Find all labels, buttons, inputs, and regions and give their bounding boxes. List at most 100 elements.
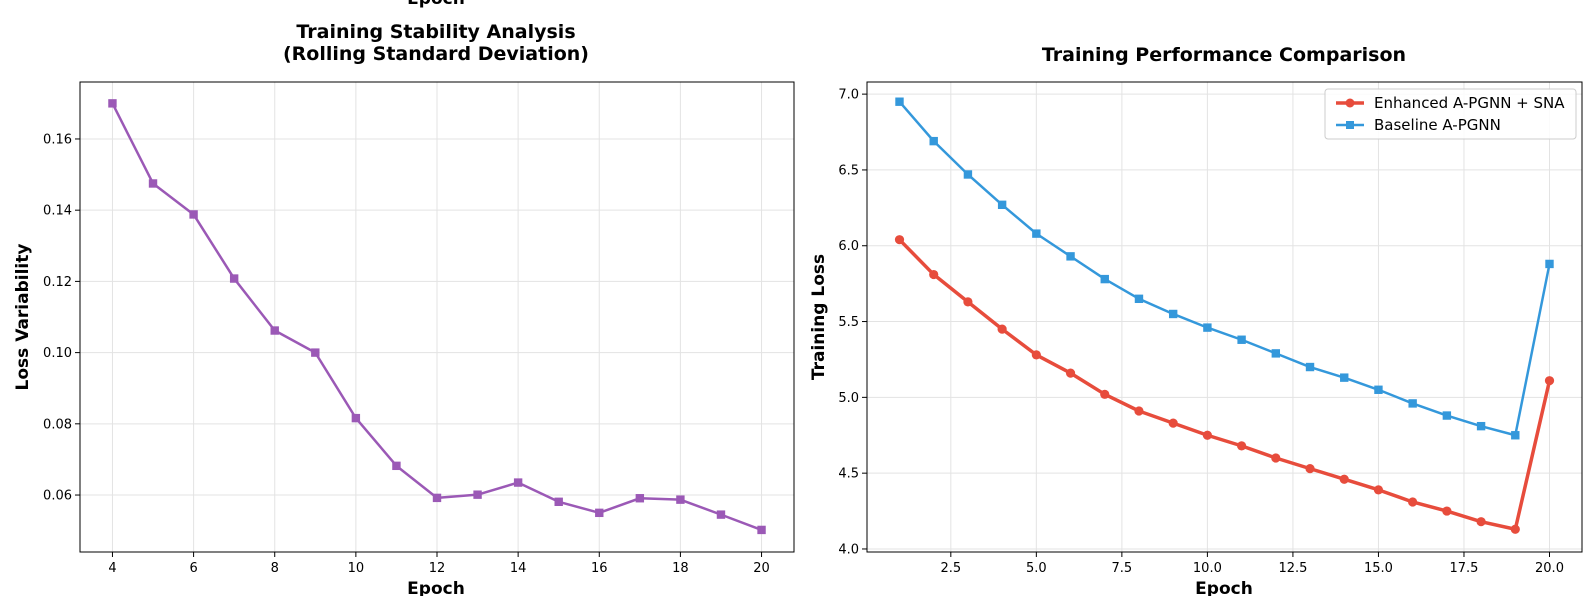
x-tick-label: 10.0 bbox=[1193, 561, 1222, 576]
legend-label-enhanced: Enhanced A-PGNN + SNA bbox=[1374, 94, 1565, 112]
data-point bbox=[1408, 399, 1417, 408]
data-point bbox=[1271, 453, 1281, 463]
data-point bbox=[895, 97, 904, 106]
data-point bbox=[1510, 524, 1520, 534]
y-tick-label: 0.10 bbox=[43, 346, 72, 361]
data-point bbox=[1544, 376, 1555, 386]
data-point bbox=[997, 324, 1007, 334]
data-point bbox=[1271, 349, 1281, 358]
cropped-top-label: Epoch bbox=[407, 0, 465, 9]
data-point bbox=[1340, 373, 1349, 382]
data-point bbox=[229, 274, 239, 283]
y-tick-label: 4.5 bbox=[838, 467, 859, 482]
data-point bbox=[108, 99, 117, 108]
data-point bbox=[963, 170, 973, 179]
x-tick-label: 2.5 bbox=[940, 561, 961, 576]
data-point bbox=[432, 493, 442, 503]
series-line-1 bbox=[897, 237, 1552, 532]
data-point bbox=[929, 136, 938, 146]
data-point bbox=[1374, 385, 1383, 394]
data-point bbox=[676, 495, 685, 504]
x-tick-label: 12 bbox=[429, 561, 446, 576]
y-tick-label: 6.0 bbox=[838, 239, 859, 254]
y-tick-label: 0.14 bbox=[43, 204, 72, 219]
data-point bbox=[1476, 421, 1486, 431]
data-point bbox=[1442, 411, 1452, 420]
data-point bbox=[1168, 418, 1178, 428]
chart-title-line-1: Training Stability Analysis bbox=[296, 21, 575, 43]
data-point bbox=[1339, 474, 1349, 484]
y-tick-label: 5.5 bbox=[838, 315, 859, 330]
x-tick-label: 4 bbox=[108, 561, 116, 576]
data-point bbox=[270, 326, 279, 335]
data-point bbox=[1545, 259, 1554, 269]
plot-area-frame bbox=[866, 81, 1583, 553]
y-tick-label: 5.0 bbox=[838, 391, 859, 406]
x-axis-label: Epoch bbox=[1195, 579, 1253, 596]
data-point bbox=[929, 269, 939, 280]
data-point bbox=[1032, 229, 1041, 238]
chart-title: Training Performance Comparison bbox=[1042, 44, 1406, 66]
data-point bbox=[1442, 506, 1452, 516]
data-point bbox=[716, 510, 726, 519]
y-tick-label: 7.0 bbox=[838, 88, 859, 103]
chart-title-line-2: (Rolling Standard Deviation) bbox=[283, 43, 589, 65]
x-tick-label: 16 bbox=[591, 561, 608, 576]
x-tick-label: 18 bbox=[672, 561, 689, 576]
x-axis-label: Epoch bbox=[407, 579, 465, 596]
data-point bbox=[351, 413, 361, 423]
data-point bbox=[473, 490, 482, 499]
data-point bbox=[595, 508, 604, 518]
data-point bbox=[1237, 335, 1246, 344]
data-point bbox=[1373, 485, 1384, 495]
data-point bbox=[963, 297, 973, 307]
data-point bbox=[1237, 441, 1247, 451]
y-axis-label: Loss Variability bbox=[13, 244, 33, 391]
data-point bbox=[1203, 323, 1212, 332]
data-point bbox=[1476, 517, 1486, 527]
y-tick-label: 6.5 bbox=[838, 163, 859, 178]
data-point bbox=[1305, 362, 1315, 372]
data-point bbox=[1065, 368, 1076, 378]
data-point bbox=[1168, 309, 1178, 319]
data-point bbox=[757, 525, 766, 535]
data-point bbox=[189, 210, 198, 219]
series-line-2 bbox=[898, 100, 1551, 437]
x-tick-label: 20 bbox=[753, 561, 770, 576]
data-point bbox=[894, 235, 905, 245]
data-point bbox=[997, 200, 1007, 210]
grid bbox=[80, 82, 794, 552]
data-point bbox=[554, 497, 563, 506]
y-tick-label: 0.08 bbox=[43, 417, 72, 432]
data-point bbox=[1202, 430, 1212, 440]
legend-box bbox=[1324, 88, 1577, 140]
y-axis-ticks: 0.06 0.08 0.10 0.12 0.14 0.16 bbox=[43, 132, 80, 504]
data-point bbox=[1134, 294, 1144, 304]
legend: Enhanced A-PGNN + SNA Baseline A-PGNN bbox=[1324, 88, 1577, 140]
x-tick-label: 15.0 bbox=[1364, 561, 1393, 576]
y-axis-label: Training Loss bbox=[809, 254, 829, 380]
y-axis-ticks: 4.0 4.5 5.0 5.5 6.0 6.5 7.0 bbox=[838, 88, 867, 557]
y-tick-label: 0.16 bbox=[43, 132, 72, 147]
legend-label-baseline: Baseline A-PGNN bbox=[1374, 116, 1501, 134]
y-tick-label: 4.0 bbox=[838, 542, 859, 557]
x-tick-label: 6 bbox=[189, 561, 197, 576]
x-tick-label: 14 bbox=[510, 561, 527, 576]
data-point bbox=[1100, 389, 1110, 399]
data-point bbox=[1031, 350, 1041, 360]
data-point bbox=[311, 348, 320, 357]
data-point bbox=[1134, 406, 1144, 416]
data-point bbox=[392, 461, 401, 471]
data-point bbox=[148, 179, 158, 188]
y-tick-label: 0.12 bbox=[43, 275, 72, 290]
x-tick-label: 8 bbox=[271, 561, 279, 576]
data-point bbox=[1100, 274, 1109, 284]
x-tick-label: 12.5 bbox=[1278, 561, 1307, 576]
x-tick-label: 10 bbox=[348, 561, 365, 576]
x-tick-label: 17.5 bbox=[1449, 561, 1478, 576]
performance-chart: Training Performance Comparison 2.5 5.0 7.… bbox=[809, 44, 1583, 596]
legend-marker-enhanced bbox=[1345, 98, 1355, 108]
data-point bbox=[513, 478, 523, 487]
x-tick-label: 5.0 bbox=[1026, 561, 1047, 576]
